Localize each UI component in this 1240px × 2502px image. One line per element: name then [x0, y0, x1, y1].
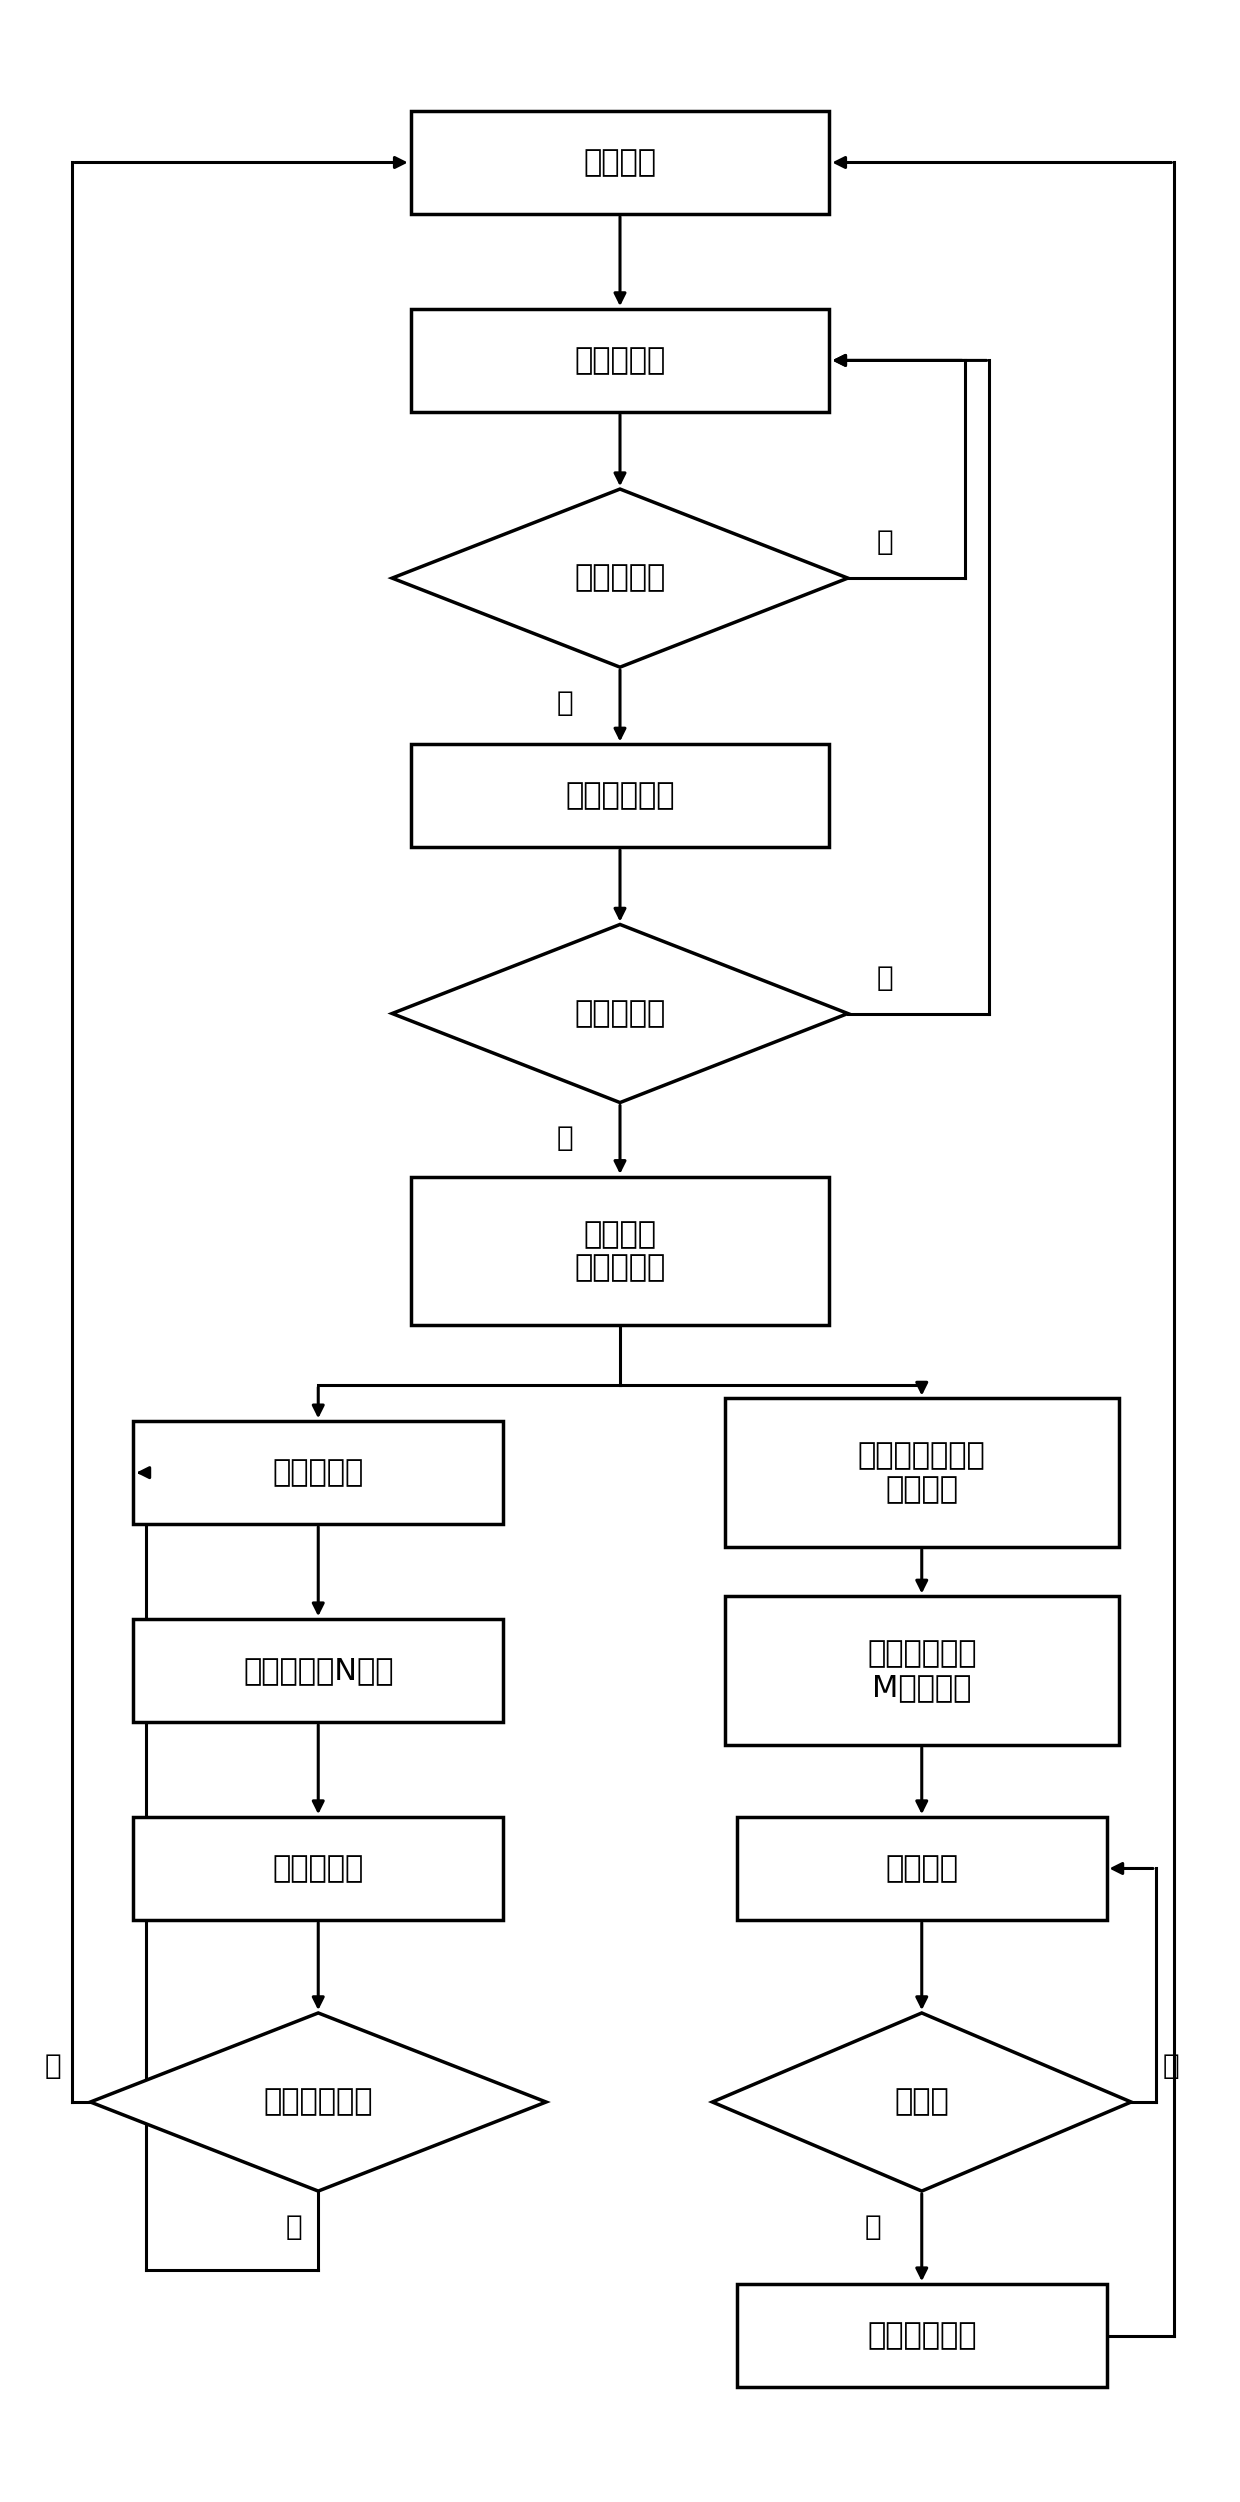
Text: 无线充电关闭: 无线充电关闭	[867, 2322, 977, 2349]
Text: 是: 是	[285, 2212, 301, 2242]
Polygon shape	[392, 923, 848, 1103]
Bar	[134, 1421, 503, 1524]
Text: 未检测到物体: 未检测到物体	[263, 2087, 373, 2117]
Text: 计时器工作N分钟: 计时器工作N分钟	[243, 1656, 393, 1684]
Bar	[410, 1176, 830, 1326]
Bar	[724, 1596, 1118, 1744]
Polygon shape	[91, 2014, 546, 2192]
Text: 否: 否	[877, 963, 893, 991]
Bar	[737, 2284, 1106, 2387]
Bar	[410, 308, 830, 413]
Bar	[410, 110, 830, 215]
Text: 捕捉到车辆: 捕捉到车辆	[574, 563, 666, 593]
Text: 无线充电: 无线充电	[885, 1854, 959, 1884]
Text: 是: 是	[864, 2212, 880, 2242]
Bar	[134, 1816, 503, 1919]
Text: 传感器检测: 传感器检测	[273, 1854, 363, 1884]
Text: 地锁关闭: 地锁关闭	[584, 148, 656, 178]
Text: 地锁与无线充电
系统通信: 地锁与无线充电 系统通信	[858, 1441, 986, 1504]
Text: 摄像头捕捉: 摄像头捕捉	[574, 345, 666, 375]
Text: 无线充电延时
M分钟开启: 无线充电延时 M分钟开启	[867, 1639, 977, 1701]
Text: 计时器归零: 计时器归零	[273, 1459, 363, 1486]
Text: 否: 否	[877, 528, 893, 555]
Polygon shape	[392, 488, 848, 668]
Text: 电充满: 电充满	[894, 2087, 949, 2117]
Bar	[737, 1816, 1106, 1919]
Text: 是: 是	[557, 688, 573, 716]
Polygon shape	[712, 2014, 1131, 2192]
Text: 否: 否	[45, 2052, 62, 2079]
Bar	[724, 1399, 1118, 1546]
Text: 否: 否	[1162, 2052, 1179, 2079]
Text: 地锁开启
计时器开启: 地锁开启 计时器开启	[574, 1218, 666, 1284]
Bar	[410, 746, 830, 848]
Text: 新能源车牌: 新能源车牌	[574, 998, 666, 1028]
Text: 图像识别算法: 图像识别算法	[565, 781, 675, 811]
Text: 是: 是	[557, 1123, 573, 1153]
Bar	[134, 1619, 503, 1721]
